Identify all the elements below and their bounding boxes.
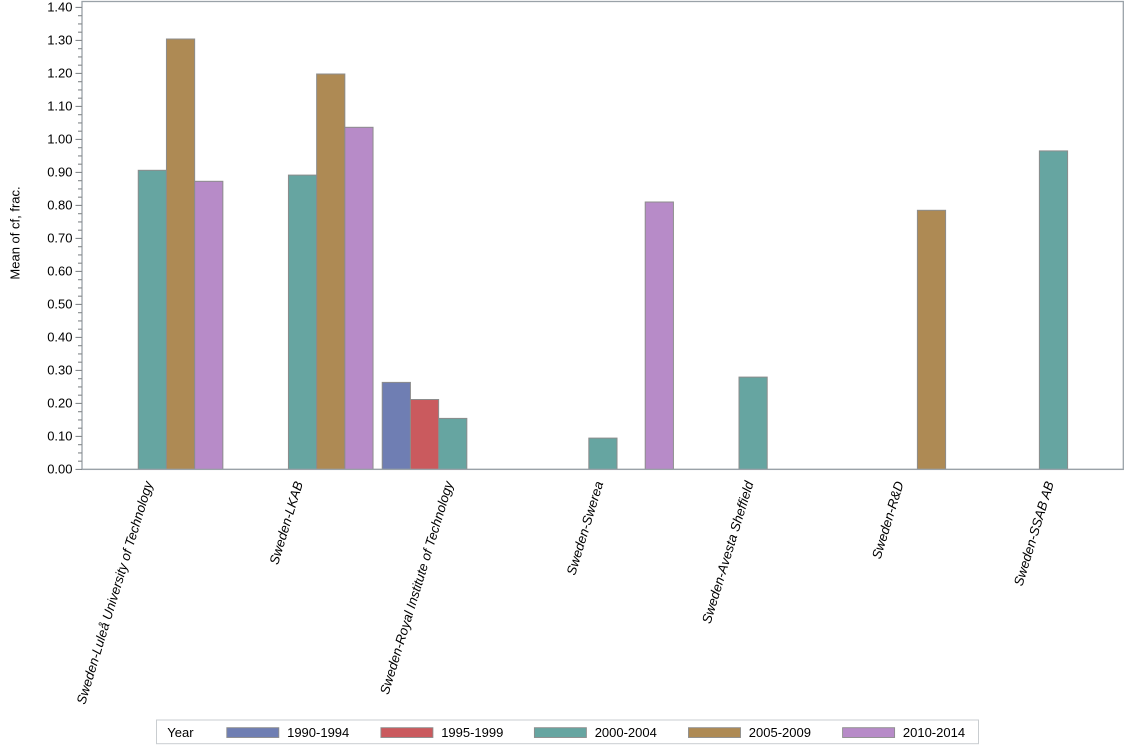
svg-text:0.30: 0.30 [47,363,72,378]
svg-text:1990-1994: 1990-1994 [287,725,349,740]
svg-text:2010-2014: 2010-2014 [903,725,965,740]
svg-text:2000-2004: 2000-2004 [595,725,657,740]
svg-text:0.20: 0.20 [47,396,72,411]
svg-text:1995-1999: 1995-1999 [441,725,503,740]
svg-text:1.20: 1.20 [47,66,72,81]
svg-text:1.00: 1.00 [47,132,72,147]
svg-text:1.30: 1.30 [47,33,72,48]
svg-text:0.70: 0.70 [47,231,72,246]
svg-text:0.80: 0.80 [47,198,72,213]
svg-text:0.60: 0.60 [47,264,72,279]
svg-text:2005-2009: 2005-2009 [749,725,811,740]
svg-text:0.90: 0.90 [47,165,72,180]
svg-text:Year: Year [167,725,194,740]
svg-text:0.10: 0.10 [47,429,72,444]
svg-text:1.40: 1.40 [47,0,72,15]
svg-text:0.50: 0.50 [47,297,72,312]
svg-text:1.10: 1.10 [47,99,72,114]
svg-text:Mean of cf, frac.: Mean of cf, frac. [8,186,23,279]
svg-text:0.40: 0.40 [47,330,72,345]
svg-text:0.00: 0.00 [47,462,72,477]
